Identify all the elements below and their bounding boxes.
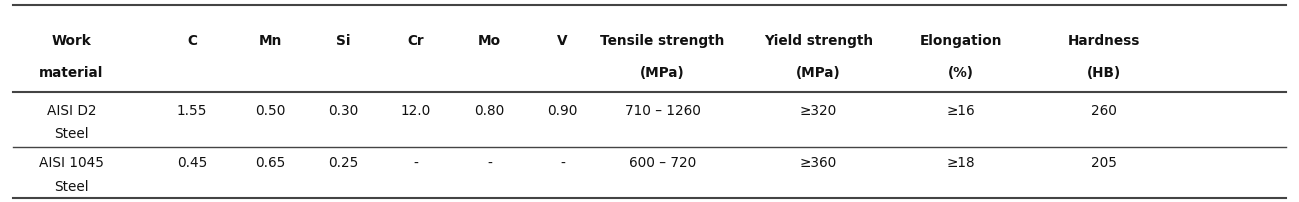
Text: Elongation: Elongation <box>920 34 1003 47</box>
Text: ≥320: ≥320 <box>800 103 837 117</box>
Text: (MPa): (MPa) <box>796 66 840 80</box>
Text: -: - <box>487 156 492 169</box>
Text: 0.25: 0.25 <box>327 156 359 169</box>
Text: AISI 1045: AISI 1045 <box>39 156 104 169</box>
Text: 0.80: 0.80 <box>474 103 505 117</box>
Text: (HB): (HB) <box>1087 66 1121 80</box>
Text: Cr: Cr <box>408 34 423 47</box>
Text: 0.45: 0.45 <box>177 156 208 169</box>
Text: Hardness: Hardness <box>1068 34 1141 47</box>
Text: Work: Work <box>52 34 91 47</box>
Text: Si: Si <box>335 34 351 47</box>
Text: C: C <box>187 34 197 47</box>
Text: ≥360: ≥360 <box>800 156 837 169</box>
Text: Steel: Steel <box>55 126 88 140</box>
Text: Tensile strength: Tensile strength <box>600 34 725 47</box>
Text: 205: 205 <box>1091 156 1117 169</box>
Text: 12.0: 12.0 <box>400 103 431 117</box>
Text: 0.30: 0.30 <box>327 103 359 117</box>
Text: 1.55: 1.55 <box>177 103 208 117</box>
Text: -: - <box>560 156 565 169</box>
Text: -: - <box>413 156 418 169</box>
Text: Steel: Steel <box>55 179 88 193</box>
Text: (%): (%) <box>948 66 974 80</box>
Text: material: material <box>39 66 104 80</box>
Text: (MPa): (MPa) <box>640 66 685 80</box>
Text: 260: 260 <box>1091 103 1117 117</box>
Text: Mo: Mo <box>478 34 501 47</box>
Text: ≥16: ≥16 <box>947 103 976 117</box>
Text: Yield strength: Yield strength <box>764 34 873 47</box>
Text: 0.50: 0.50 <box>255 103 286 117</box>
Text: AISI D2: AISI D2 <box>47 103 96 117</box>
Text: ≥18: ≥18 <box>947 156 976 169</box>
Text: 710 – 1260: 710 – 1260 <box>625 103 700 117</box>
Text: 0.90: 0.90 <box>547 103 578 117</box>
Text: 600 – 720: 600 – 720 <box>629 156 696 169</box>
Text: 0.65: 0.65 <box>255 156 286 169</box>
Text: V: V <box>557 34 568 47</box>
Text: Mn: Mn <box>259 34 282 47</box>
